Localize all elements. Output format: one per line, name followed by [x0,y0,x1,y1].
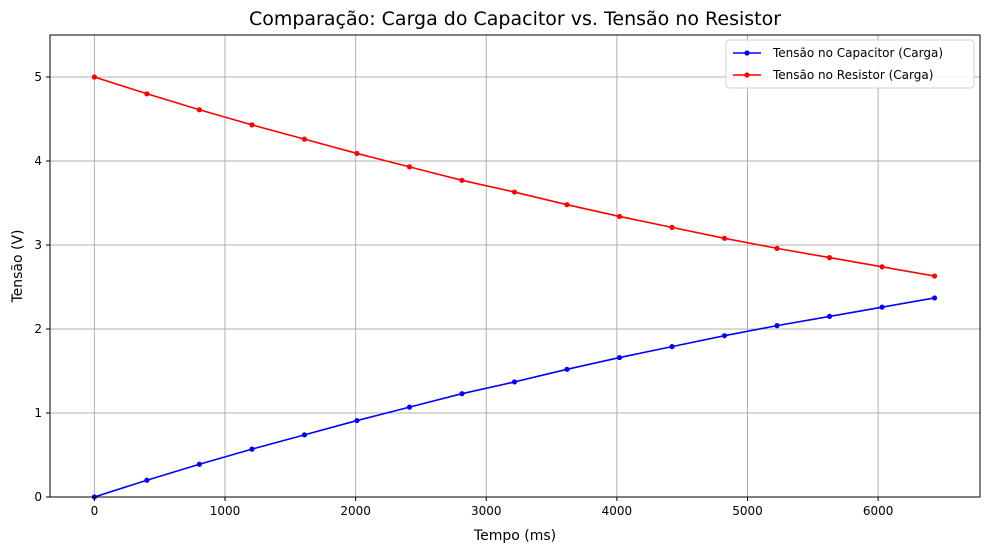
series-1-point [826,313,833,319]
series-1-point [669,344,675,350]
y-tick-label: 1 [34,406,42,420]
series-2-point [511,189,518,195]
series-1-point [774,323,780,329]
y-axis-label: Tensão (V) [10,229,26,303]
series-1-point [616,354,623,361]
series-2-point [931,273,938,279]
series-2-point [879,264,885,270]
series-2-point [616,213,623,220]
series-2-point [721,235,728,241]
series-1-point [459,391,465,397]
series-2-point [196,107,203,113]
x-tick-label: 5000 [732,504,763,518]
series-2-point [774,245,780,251]
ticks: 0 1000 2000 3000 4000 5000 6000 0 1 2 3 4 5 [34,70,893,518]
series-1-point [721,333,728,339]
y-tick-label: 2 [34,322,42,336]
legend-marker [744,50,750,56]
x-tick-label: 0 [91,504,99,518]
series-2-point [564,202,570,208]
series-1-point [406,404,413,410]
legend-label: Tensão no Capacitor (Carga) [772,46,943,60]
series-2-point [354,150,360,157]
y-tick-label: 0 [34,490,42,504]
series-2-point [91,74,98,80]
x-tick-label: 2000 [340,504,371,518]
series-1-point [354,417,360,424]
legend-label: Tensão no Resistor (Carga) [772,68,933,82]
series-1-point [144,477,150,483]
y-tick-label: 4 [34,154,42,168]
series-2-point [144,91,150,97]
series-1-point [931,295,938,301]
series-2-point [459,177,465,183]
x-tick-label: 3000 [471,504,502,518]
y-tick-label: 3 [34,238,42,252]
series-2-point [406,164,413,170]
chart-title: Comparação: Carga do Capacitor vs. Tensã… [249,8,781,30]
series-1-point [511,379,518,385]
series-1-point [249,446,255,452]
series-1-point [564,366,570,372]
series-1-point [196,461,203,467]
series-layer [91,74,938,500]
series-2-point [669,224,675,230]
legend-marker [744,72,750,78]
series-2-point [301,136,308,142]
x-axis-label: Tempo (ms) [473,528,556,544]
series-2-point [249,122,255,128]
x-tick-label: 1000 [210,504,241,518]
series-1-point [301,432,308,438]
series-2-point [826,255,833,261]
legend-box [725,39,975,89]
series-1-point [879,304,885,310]
plot-frame [49,34,981,498]
x-tick-label: 6000 [863,504,894,518]
y-tick-label: 5 [34,70,42,84]
x-tick-label: 4000 [602,504,633,518]
legend: Tensão no Capacitor (Carga) Tensão no Res… [725,39,975,89]
